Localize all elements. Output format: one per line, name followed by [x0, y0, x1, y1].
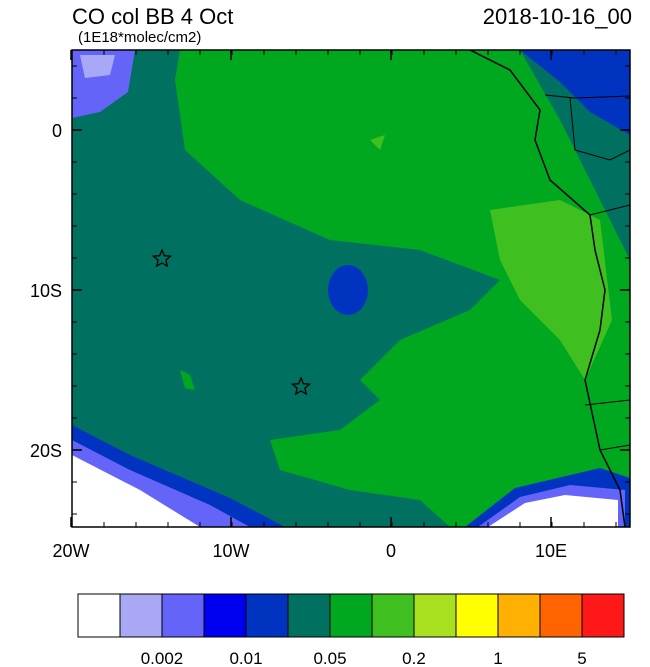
field-white — [488, 495, 618, 527]
field-blue — [520, 50, 630, 135]
field-lightgreen — [370, 135, 385, 150]
field-lightgreen — [490, 200, 612, 380]
lon-tick-label: 0 — [386, 541, 396, 561]
colorbar-label: 0.2 — [402, 649, 426, 667]
border — [544, 94, 630, 451]
lat-tick-label: 10S — [30, 281, 62, 301]
frame — [71, 49, 631, 528]
field-white — [72, 455, 200, 527]
colorbar-label: 0.05 — [313, 649, 346, 667]
field-blue — [80, 55, 115, 78]
title: CO col BB 4 Oct — [72, 4, 233, 29]
star-marker — [151, 248, 173, 268]
lon-tick-label: 20W — [52, 541, 89, 561]
colorbar-box — [371, 593, 415, 638]
lat-tick-label: 20S — [30, 441, 62, 461]
field-green — [175, 50, 630, 527]
colorbar-box — [581, 593, 625, 638]
axes: 0 10S 20S 20W 10W 0 10E — [30, 50, 630, 561]
colorbar-box — [539, 593, 583, 638]
date: 2018-10-16_00 — [483, 4, 632, 29]
colorbar-label: 1 — [493, 649, 502, 667]
lon-tick-label: 10W — [212, 541, 249, 561]
colorbar-box — [497, 593, 541, 638]
colorbar-box — [329, 593, 373, 638]
colorbar-label: 0.01 — [229, 649, 262, 667]
colorbar-box — [119, 593, 163, 638]
colorbar-label: 5 — [577, 649, 586, 667]
colorbar-box — [413, 593, 457, 638]
colorbar-box — [245, 593, 289, 638]
field — [72, 50, 630, 527]
colorbar-box — [203, 593, 247, 638]
colorbar-box — [287, 593, 331, 638]
colorbar-box — [455, 593, 499, 638]
lon-tick-label: 10E — [535, 541, 567, 561]
colorbar-label: 0.002 — [141, 649, 184, 667]
colorbar-box — [161, 593, 205, 638]
colorbar: 0.002 0.01 0.05 0.2 1 5 — [77, 593, 625, 667]
field-green — [180, 370, 195, 390]
colorbar-box — [77, 593, 121, 638]
lat-tick-label: 0 — [52, 121, 62, 141]
subtitle: (1E18*molec/cm2) — [78, 29, 201, 46]
field-blue — [328, 265, 368, 315]
star-marker — [290, 376, 312, 396]
